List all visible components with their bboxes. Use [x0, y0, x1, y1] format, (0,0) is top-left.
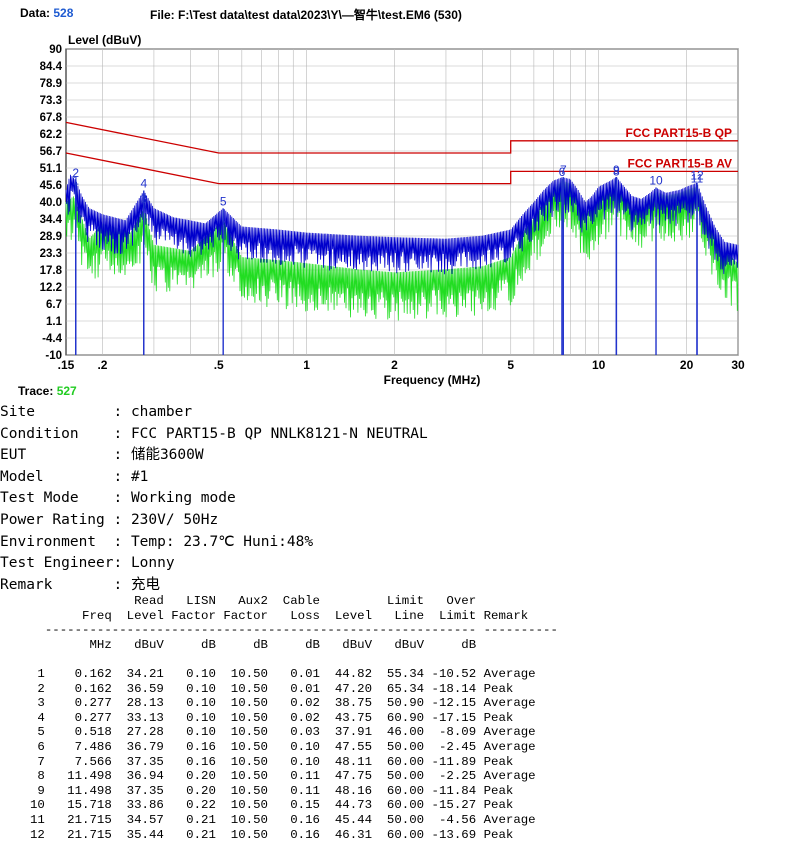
table-units: MHz dBuV dB dB dB dBuV dBuV dB [30, 637, 484, 652]
table-row: 5 0.518 27.28 0.10 10.50 0.03 37.91 46.0… [30, 725, 536, 740]
info-value: FCC PART15-B QP NNLK8121-N NEUTRAL [130, 425, 428, 442]
test-info: Site : chamber Condition : FCC PART15-B Q… [0, 402, 428, 596]
info-key: Test Mode : [0, 490, 131, 507]
emission-chart: 9084.478.973.367.862.256.751.145.640.034… [40, 33, 745, 387]
info-row: Remark : 充电 [0, 575, 428, 597]
y-tick-label: 73.3 [40, 95, 62, 107]
info-key: EUT : [0, 447, 131, 464]
marker-label: 10 [649, 174, 663, 188]
x-tick-label: 30 [731, 358, 745, 372]
trace-line: Trace: 527 [18, 384, 77, 398]
info-row: EUT : 储能3600W [0, 445, 428, 467]
info-key: Power Rating : [0, 511, 131, 528]
trace-value: 527 [56, 384, 77, 398]
y-tick-label: 34.4 [40, 214, 63, 226]
y-tick-label: 6.7 [46, 299, 62, 311]
info-key: Model : [0, 468, 131, 485]
info-row: Condition : FCC PART15-B QP NNLK8121-N N… [0, 424, 428, 446]
table-row: 8 11.498 36.94 0.20 10.50 0.11 47.75 50.… [30, 769, 536, 784]
marker-label: 2 [72, 166, 79, 180]
table-header-top: Read LISN Aux2 Cable Limit Over [30, 594, 484, 608]
y-tick-label: 23.3 [40, 248, 62, 260]
y-tick-label: 62.2 [40, 129, 62, 141]
marker-label: 12 [690, 169, 704, 183]
info-row: Model : #1 [0, 467, 428, 489]
info-value: Temp: 23.7℃ Huni:48% [130, 533, 314, 550]
trace-label: Trace: [18, 384, 54, 398]
y-tick-label: 1.1 [46, 316, 63, 328]
x-tick-label: .5 [214, 358, 224, 372]
y-tick-label: -10 [45, 350, 62, 362]
table-separator: ----------------------------------------… [30, 623, 558, 638]
results-table: Read LISN Aux2 Cable Limit Over Freq Lev… [30, 594, 558, 842]
table-header: Freq Level Factor Factor Loss Level Line… [30, 608, 529, 623]
x-tick-label: .2 [97, 358, 107, 372]
marker-label: 9 [613, 163, 620, 177]
table-spacer [30, 652, 558, 667]
marker-label: 5 [220, 194, 227, 208]
info-row: Test Mode : Working mode [0, 488, 428, 510]
table-row: 10 15.718 33.86 0.22 10.50 0.15 44.73 60… [30, 798, 514, 813]
marker-label: 11 [691, 171, 704, 185]
table-row: 12 21.715 35.44 0.21 10.50 0.16 46.31 60… [30, 827, 514, 842]
y-tick-label: 17.8 [40, 265, 63, 277]
y-tick-label: -4.4 [42, 333, 62, 345]
data-header: Data: 528 [20, 6, 73, 20]
table-row: 9 11.498 37.35 0.20 10.50 0.11 48.16 60.… [30, 783, 514, 798]
y-tick-label: 67.8 [40, 112, 63, 124]
x-tick-label: 5 [507, 358, 514, 372]
y-tick-label: 12.2 [40, 282, 62, 294]
info-value: Working mode [130, 490, 236, 507]
limit-line [65, 121, 738, 154]
file-path: File: F:\Test data\test data\2023\Y\—智牛\… [150, 8, 462, 22]
info-row: Test Engineer: Lonny [0, 553, 428, 575]
info-value: 230V/ 50Hz [130, 511, 219, 528]
x-tick-label: 20 [680, 358, 694, 372]
table-row: 3 0.277 28.13 0.10 10.50 0.02 38.75 50.9… [30, 696, 536, 711]
x-tick-label: .15 [58, 358, 75, 372]
info-key: Site : [0, 404, 131, 420]
table-row: 7 7.566 37.35 0.16 10.50 0.10 48.11 60.0… [30, 754, 514, 769]
x-axis-label: Frequency (MHz) [384, 373, 481, 387]
y-tick-label: 56.7 [40, 146, 62, 158]
y-tick-label: 40.0 [40, 197, 62, 209]
marker-label: 6 [559, 165, 566, 179]
data-value: 528 [53, 6, 74, 20]
x-tick-label: 2 [391, 358, 398, 372]
limit-line [65, 152, 738, 185]
y-tick-label: 51.1 [40, 163, 63, 175]
info-row: Environment : Temp: 23.7℃ Huni:48% [0, 532, 428, 554]
table-row: 2 0.162 36.59 0.10 10.50 0.01 47.20 65.3… [30, 681, 514, 696]
info-row: Power Rating : 230V/ 50Hz [0, 510, 428, 532]
info-key: Test Engineer: [0, 555, 131, 572]
marker-label: 7 [560, 163, 567, 177]
y-tick-label: 90 [49, 44, 62, 56]
table-row: 1 0.162 34.21 0.10 10.50 0.01 44.82 55.3… [30, 666, 536, 681]
info-value: Lonny [130, 555, 175, 572]
info-key: Environment : [0, 533, 131, 550]
info-value: 充电 [130, 576, 160, 593]
x-tick-label: 10 [592, 358, 606, 372]
table-row: 6 7.486 36.79 0.16 10.50 0.10 47.55 50.0… [30, 739, 536, 754]
table-row: 11 21.715 34.57 0.21 10.50 0.16 45.44 50… [30, 812, 536, 827]
y-tick-label: 78.9 [40, 78, 62, 90]
y-tick-label: 28.9 [40, 231, 62, 243]
info-value: 储能3600W [130, 447, 204, 464]
trace-peak [65, 174, 739, 275]
info-row: Site : chamber [0, 402, 428, 424]
x-tick-label: 1 [303, 358, 310, 372]
info-value: #1 [130, 468, 149, 485]
info-value: chamber [130, 404, 193, 420]
y-tick-label: 45.6 [40, 180, 62, 192]
marker-label: 4 [140, 177, 147, 191]
data-label: Data: [20, 6, 51, 20]
marker-label: 8 [613, 164, 620, 178]
limit-label: FCC PART15-B AV [628, 156, 732, 170]
y-axis-label: Level (dBuV) [68, 33, 141, 47]
info-key: Condition : [0, 425, 131, 442]
y-tick-label: 84.4 [40, 61, 63, 73]
limit-label: FCC PART15-B QP [626, 126, 732, 140]
table-row: 4 0.277 33.13 0.10 10.50 0.02 43.75 60.9… [30, 710, 514, 725]
info-key: Remark : [0, 576, 131, 593]
